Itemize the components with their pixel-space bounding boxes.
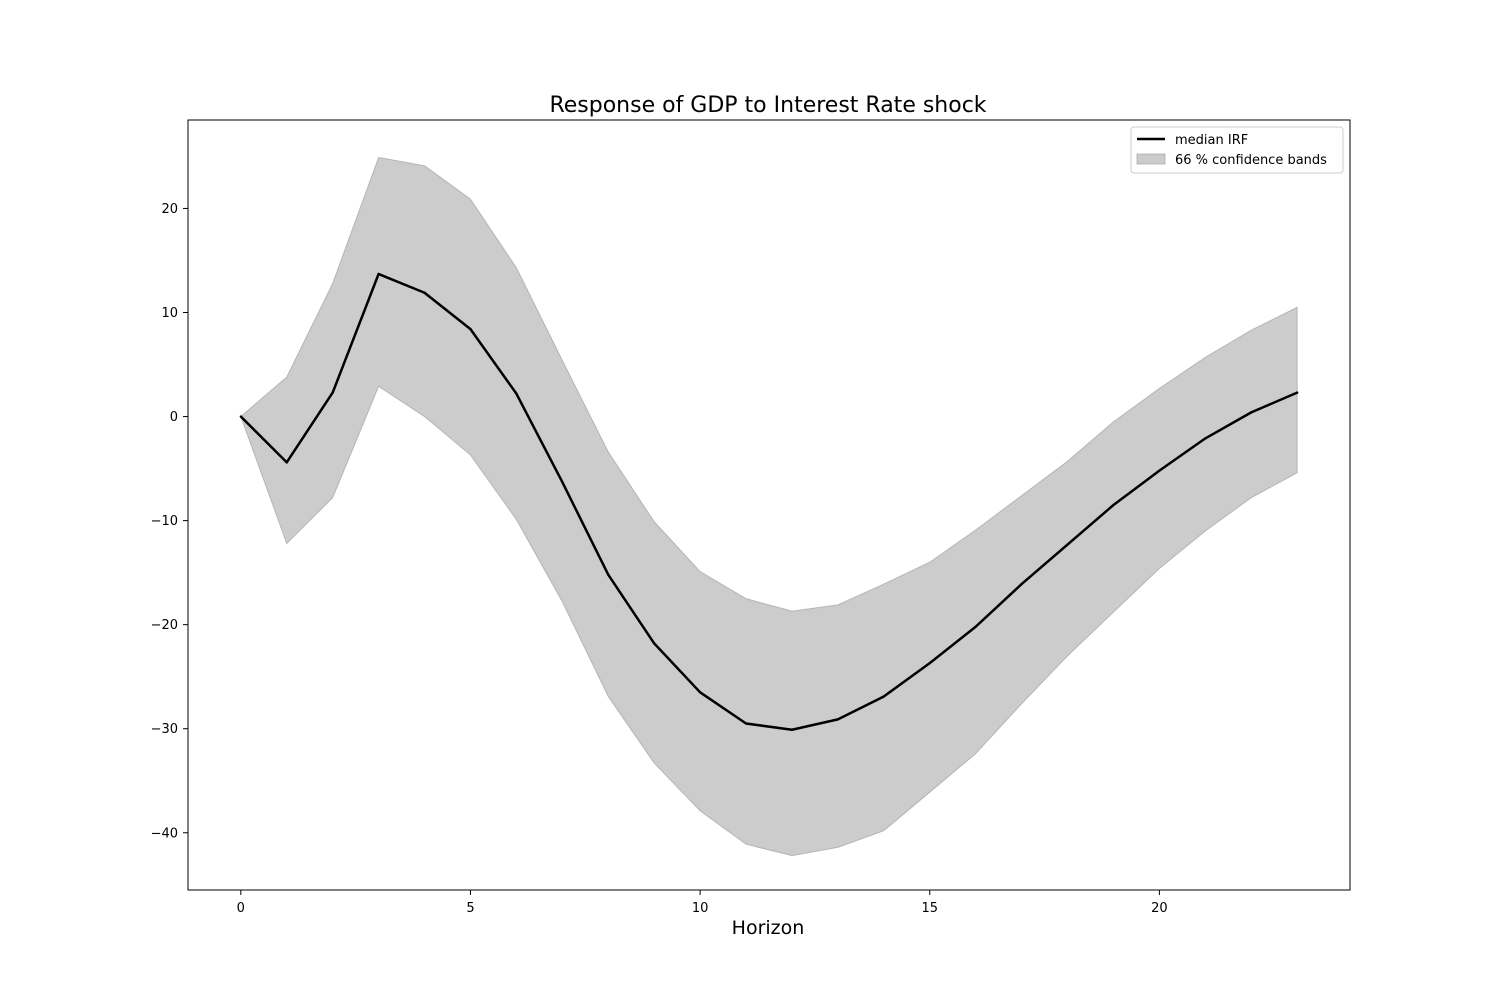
median-irf-point [1066,543,1069,546]
median-irf-point [928,661,931,665]
median-irf-point [1158,469,1161,472]
median-irf-point [836,718,840,721]
legend-label-median-irf: median IRF [1175,133,1248,148]
legend-label-confidence-bands: 66 % confidence bands [1175,153,1327,168]
legend-band-swatch [1136,153,1166,165]
median-irf-point [607,573,610,576]
median-irf-point [561,480,564,484]
y-tick-label: −40 [151,826,178,841]
y-tick-label: −10 [151,514,178,529]
median-irf-point [285,461,288,464]
chart-title: Response of GDP to Interest Rate shock [549,93,986,118]
median-irf-point [469,327,472,331]
plot-area [239,156,1299,857]
x-tick-label: 20 [1151,901,1168,916]
median-irf-point [423,291,426,294]
median-irf-point [1295,391,1299,394]
median-irf-point [1250,411,1253,414]
y-tick-label: 20 [161,202,178,217]
median-irf-point [1204,437,1207,440]
median-irf-point [377,272,380,276]
x-tick-label: 10 [692,901,709,916]
median-irf-line [239,272,1298,732]
median-irf-point [652,642,656,645]
y-tick-label: 0 [170,410,178,425]
x-tick-label: 15 [921,901,938,916]
median-irf-point [515,392,518,395]
axis-ticks: 0 5 10 15 20 −40 −30 −20 −10 0 10 20 [151,202,1168,916]
legend-box [1130,126,1344,174]
median-irf-point [790,728,794,731]
median-irf-point [1112,503,1115,507]
median-irf-point [974,625,977,628]
median-irf-point [882,695,886,698]
median-irf-point [239,415,243,418]
x-tick-label: 5 [466,901,474,916]
y-tick-label: −30 [151,722,178,737]
median-irf-point [698,691,702,694]
median-irf-point [744,722,748,725]
y-tick-label: −20 [151,618,178,633]
y-tick-label: 10 [161,306,178,321]
median-irf-point [1020,582,1023,586]
x-axis-label: Horizon [732,917,805,939]
confidence-band [240,156,1298,857]
plot-frame [187,119,1351,891]
median-irf-point [331,391,334,394]
x-tick-label: 0 [237,901,245,916]
legend: median IRF 66 % confidence bands [1130,126,1344,174]
